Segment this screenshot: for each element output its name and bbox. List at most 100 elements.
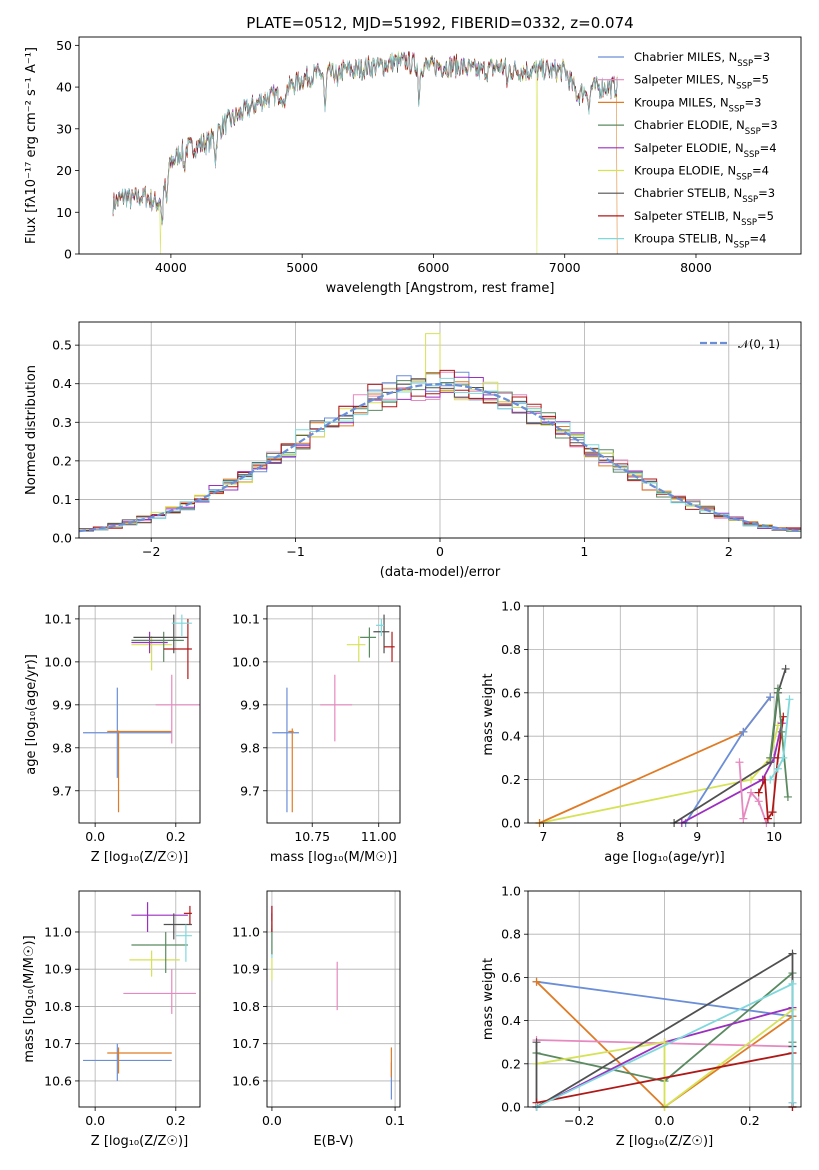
- weight-marker: [788, 1098, 797, 1107]
- y-axis-label: Normed distribution: [24, 365, 39, 495]
- x-tick-label: 10.75: [294, 829, 330, 844]
- weight-marker: [754, 797, 763, 806]
- y-tick: 10: [56, 205, 79, 220]
- weight-marker: [735, 758, 744, 767]
- y-tick: 1.0: [501, 599, 528, 614]
- y-tick-label: 0.4: [501, 729, 521, 744]
- y-tick: 0.8: [501, 642, 528, 657]
- y-tick-label: 10.1: [44, 611, 72, 626]
- spectrum-line-kroupa-elodie: [112, 50, 618, 255]
- x-tick-label: 4000: [155, 260, 187, 275]
- weight-marker: [763, 814, 772, 823]
- spectrum-line-salpeter-elodie: [112, 51, 618, 221]
- x-tick: −0.2: [564, 1107, 594, 1128]
- x-tick-label: 2: [725, 544, 733, 559]
- y-tick-label: 0.0: [501, 816, 521, 831]
- weight-marker: [739, 727, 748, 736]
- errorbar-point: [288, 728, 294, 813]
- x-axis-label: Z [log₁₀(Z/Z☉)]: [91, 1134, 188, 1149]
- errorbar-point: [155, 674, 200, 744]
- legend-entry: Kroupa MILES, NSSP=3: [634, 95, 761, 114]
- x-tick-label: 0.1: [385, 1113, 405, 1128]
- y-tick: 0.6: [501, 685, 528, 700]
- x-axis-label: age [log₁₀(age/yr)]: [604, 850, 725, 865]
- x-tick-label: 0.0: [85, 1113, 105, 1128]
- y-tick: 40: [56, 80, 79, 95]
- weight-line: [539, 696, 771, 824]
- weight-line: [673, 668, 787, 824]
- x-axis-label: E(B-V): [313, 1134, 353, 1149]
- y-axis-label: mass weight: [481, 958, 496, 1040]
- y-tick-label: 0.0: [501, 1100, 521, 1115]
- weight-marker: [754, 788, 763, 797]
- normal-curve: [78, 382, 802, 533]
- x-tick-label: 0.0: [655, 1113, 675, 1128]
- x-tick-label: 0.0: [85, 829, 105, 844]
- y-tick-label: 10.0: [44, 654, 72, 669]
- errorbar-point: [384, 631, 395, 662]
- errorbar-point: [133, 614, 188, 654]
- y-tick: 10.6: [232, 1073, 267, 1088]
- weight-marker: [783, 792, 792, 801]
- y-tick-label: 11.0: [44, 924, 72, 939]
- weight-series: [766, 684, 792, 801]
- x-tick-label: 9: [693, 829, 701, 844]
- age-vs-mass-axes: 10.75 11.00 9.7 9.8 9.9 10.0 10.1 mass [log₁₀(M…: [232, 606, 400, 865]
- age-vs-Z-grid: [79, 606, 200, 823]
- y-tick: 0.2: [501, 1056, 528, 1071]
- x-tick-label: 10: [766, 829, 782, 844]
- errorbar-point: [83, 1043, 172, 1081]
- y-tick: 10.7: [232, 1036, 267, 1051]
- y-tick-label: 0.4: [501, 1013, 521, 1028]
- y-tick-label: 9.7: [240, 783, 260, 798]
- y-tick-label: 50: [56, 38, 72, 53]
- y-tick-label: 10: [56, 205, 72, 220]
- age-vs-Z-axes: 0.0 0.2 9.7 9.8 9.9 10.0 10.1 Z [log₁₀(Z/Z☉)] ag…: [24, 606, 200, 865]
- y-tick: 10.6: [44, 1073, 79, 1088]
- weight-series: [535, 693, 775, 827]
- spectrum-line-salpeter-stelib: [112, 51, 618, 223]
- legend-entry: Salpeter ELODIE, NSSP=4: [634, 141, 777, 160]
- y-tick-label: 40: [56, 80, 72, 95]
- x-tick-label: 6000: [418, 260, 450, 275]
- y-tick-label: 9.9: [52, 697, 72, 712]
- errorbar-point: [131, 902, 188, 932]
- weight-line: [757, 716, 785, 822]
- y-axis-label: mass [log₁₀(M/M☉)]: [22, 935, 37, 1062]
- y-tick: 0: [64, 247, 79, 262]
- weight-marker: [747, 775, 756, 784]
- y-tick-label: 0.6: [501, 970, 521, 985]
- y-tick: 10.0: [44, 654, 79, 669]
- y-tick-label: 0.8: [501, 927, 521, 942]
- y-tick: 10.1: [232, 611, 267, 626]
- legend-entry: Salpeter MILES, NSSP=5: [634, 73, 769, 92]
- residuals-legend: 𝒩(0, 1): [700, 337, 780, 351]
- y-tick-label: 10.9: [232, 962, 260, 977]
- spectrum-line-kroupa-miles: [112, 51, 618, 255]
- x-tick: 7: [539, 823, 547, 844]
- y-tick-label: 9.8: [240, 740, 260, 755]
- y-tick-label: 10.7: [44, 1036, 72, 1051]
- x-tick: 8000: [680, 254, 712, 275]
- y-tick-label: 1.0: [501, 884, 521, 899]
- legend-entry: Kroupa STELIB, NSSP=4: [634, 232, 766, 251]
- y-tick-label: 10.6: [232, 1073, 260, 1088]
- weight-marker: [747, 788, 756, 797]
- errorbar-point: [163, 618, 192, 680]
- y-tick: 11.0: [44, 924, 79, 939]
- x-tick-label: 5000: [286, 260, 318, 275]
- y-tick-label: 1.0: [501, 599, 521, 614]
- y-axis-label: Flux [fλ10⁻¹⁷ erg cm⁻² s⁻¹ A⁻¹]: [24, 47, 39, 244]
- y-tick: 9.8: [52, 740, 79, 755]
- x-axis-label: Z [log₁₀(Z/Z☉)]: [91, 850, 188, 865]
- spectrum-legend: Chabrier MILES, NSSP=3 Salpeter MILES, NS…: [598, 50, 778, 251]
- x-tick-label: 0.2: [166, 829, 186, 844]
- x-tick: 0.2: [740, 1107, 760, 1128]
- x-tick: 2: [725, 538, 733, 559]
- x-axis-label: wavelength [Angstrom, rest frame]: [326, 281, 555, 296]
- y-tick: 10.7: [44, 1036, 79, 1051]
- errorbar-point: [163, 913, 192, 940]
- x-tick: 8: [616, 823, 624, 844]
- weight-line: [536, 1009, 794, 1109]
- y-tick: 0.4: [501, 729, 528, 744]
